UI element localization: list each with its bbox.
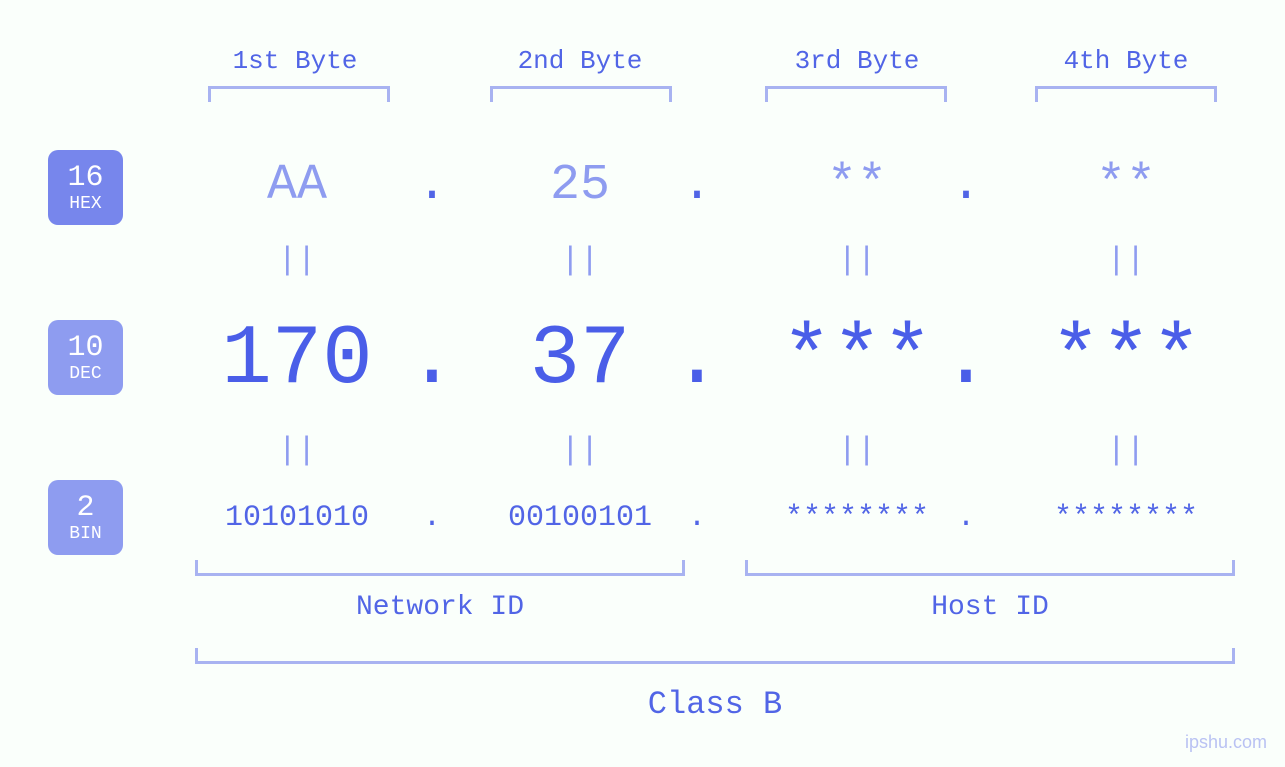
eq-2-4: || [1096,432,1156,469]
badge-bin-num: 2 [76,493,94,523]
dec-byte-2: 37 [460,310,700,410]
badge-hex-num: 16 [67,163,103,193]
eq-2-3: || [827,432,887,469]
byte-label-3: 3rd Byte [772,46,942,76]
bin-byte-2: 00100101 [460,498,700,538]
dec-byte-1: 170 [177,310,417,410]
hex-byte-2: 25 [470,155,690,215]
bin-dot-2: . [677,498,717,538]
network-bracket [195,560,685,576]
badge-bin: 2 BIN [48,480,123,555]
top-bracket-2 [490,86,672,102]
hex-byte-3: ** [747,155,967,215]
badge-bin-label: BIN [69,525,101,543]
hex-dot-2: . [677,155,717,215]
host-bracket [745,560,1235,576]
bin-dot-3: . [946,498,986,538]
eq-1-1: || [267,242,327,279]
hex-dot-3: . [946,155,986,215]
bin-byte-4: ******** [1006,498,1246,538]
badge-hex-label: HEX [69,195,101,213]
top-bracket-1 [208,86,390,102]
badge-dec: 10 DEC [48,320,123,395]
top-bracket-4 [1035,86,1217,102]
byte-label-1: 1st Byte [210,46,380,76]
bin-dot-1: . [412,498,452,538]
dec-dot-1: . [407,310,457,410]
dec-byte-4: *** [1006,310,1246,410]
bin-byte-3: ******** [737,498,977,538]
badge-dec-label: DEC [69,365,101,383]
class-bracket [195,648,1235,664]
bin-byte-1: 10101010 [177,498,417,538]
class-label: Class B [195,686,1235,723]
dec-dot-2: . [672,310,722,410]
badge-hex: 16 HEX [48,150,123,225]
eq-1-2: || [550,242,610,279]
badge-dec-num: 10 [67,333,103,363]
watermark: ipshu.com [1185,732,1267,753]
byte-label-2: 2nd Byte [495,46,665,76]
network-id-label: Network ID [195,592,685,623]
byte-label-4: 4th Byte [1041,46,1211,76]
host-id-label: Host ID [745,592,1235,623]
eq-2-2: || [550,432,610,469]
hex-dot-1: . [412,155,452,215]
eq-2-1: || [267,432,327,469]
dec-dot-3: . [941,310,991,410]
eq-1-4: || [1096,242,1156,279]
eq-1-3: || [827,242,887,279]
top-bracket-3 [765,86,947,102]
hex-byte-4: ** [1016,155,1236,215]
hex-byte-1: AA [187,155,407,215]
